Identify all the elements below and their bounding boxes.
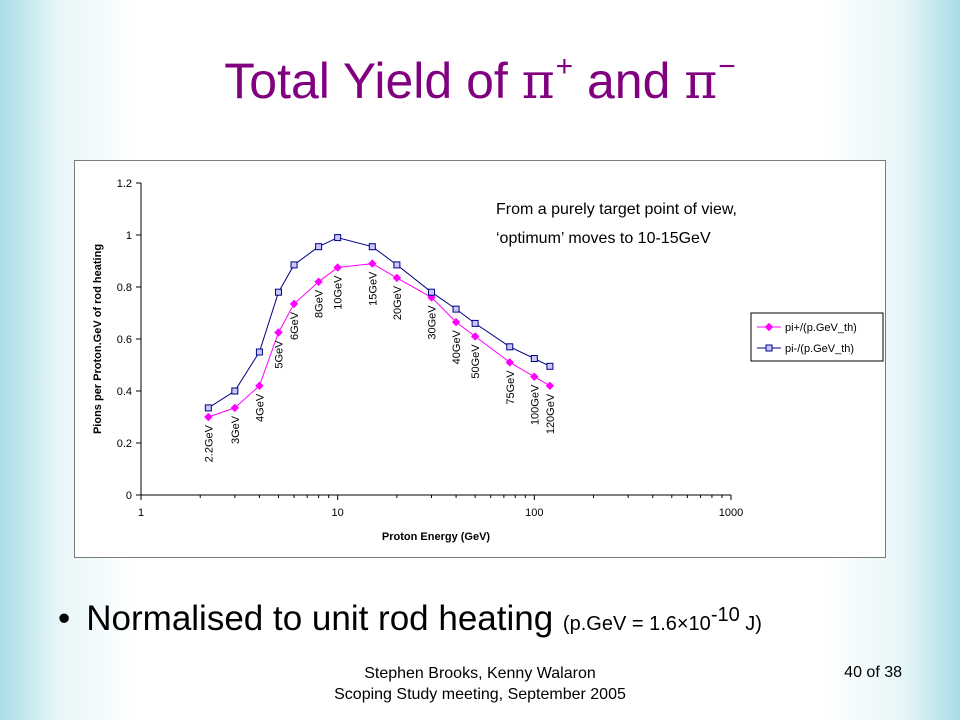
- series-point-2: [546, 362, 554, 370]
- series-point-1: [505, 358, 514, 367]
- point-label: 3GeV: [230, 415, 242, 444]
- y-axis-label: Pions per Proton.GeV of rod heating: [92, 244, 104, 434]
- y-tick-label: 0: [126, 490, 132, 502]
- legend-marker-1: [764, 322, 774, 332]
- annotation-box: [491, 191, 869, 255]
- y-tick-label: 0.2: [117, 438, 132, 450]
- series-point-2: [204, 404, 212, 412]
- y-tick-label: 1.2: [117, 178, 132, 190]
- legend-label-2: pi-/(p.GeV_th): [785, 343, 854, 355]
- slide-number: 40 of 38: [844, 664, 902, 681]
- point-label: 120GeV: [545, 393, 557, 434]
- point-label: 6GeV: [289, 311, 301, 340]
- point-label: 8GeV: [314, 289, 326, 318]
- x-axis-label: Proton Energy (GeV): [382, 531, 491, 543]
- series-point-2: [506, 343, 514, 351]
- series-point-2: [290, 261, 298, 269]
- annotation-line-2: ‘optimum’ moves to 10-15GeV: [496, 230, 711, 247]
- bullet-small-pre: (p.GeV = 1.6×10: [562, 613, 711, 635]
- series-point-1: [392, 273, 402, 283]
- point-label: 20GeV: [392, 285, 404, 320]
- series-point-2: [334, 234, 342, 242]
- series-point-2: [231, 387, 239, 395]
- series-point-1: [530, 372, 539, 381]
- point-label: 40GeV: [451, 329, 463, 364]
- yield-chart: 0 0.2 0.4 0.6 0.8 1 1.2 1 10 100 1000 Proton Energy…: [92, 178, 884, 543]
- annotation-line-1: From a purely target point of view,: [496, 201, 737, 218]
- title-pi-minus: π: [684, 52, 718, 110]
- title-and: and: [573, 53, 685, 109]
- x-tick-label: 100: [525, 507, 543, 519]
- x-tick-label: 10: [332, 507, 344, 519]
- series-point-2: [393, 261, 401, 269]
- series-point-1: [333, 263, 342, 272]
- series-point-2: [368, 243, 376, 251]
- series-point-2: [530, 355, 538, 362]
- series-point-1: [289, 299, 299, 309]
- bullet-small-exp: -10: [710, 604, 740, 626]
- point-label: 75GeV: [505, 370, 517, 405]
- series-point-1: [274, 328, 283, 337]
- x-tick-label: 1000: [719, 507, 743, 519]
- point-label: 10GeV: [333, 275, 345, 310]
- y-tick-label: 1: [126, 230, 132, 242]
- series-point-1: [545, 381, 555, 391]
- chart-container: 0 0.2 0.4 0.6 0.8 1 1.2 1 10 100 1000 Proton Energy…: [74, 160, 886, 558]
- series-point-2: [274, 288, 282, 296]
- y-tick-label: 0.4: [117, 386, 132, 398]
- series-point-1: [314, 277, 323, 287]
- legend-marker-2: [765, 344, 773, 352]
- series-point-1: [451, 317, 461, 327]
- bullet-small-post: J): [739, 613, 762, 635]
- series-point-1: [255, 381, 264, 391]
- point-label: 15GeV: [367, 271, 379, 306]
- footer-authors: Stephen Brooks, Kenny Walaron: [364, 665, 596, 682]
- x-tick-label: 1: [138, 507, 144, 519]
- series-point-1: [230, 403, 240, 413]
- title-text: Total Yield of: [224, 53, 522, 109]
- y-tick-label: 0.8: [117, 282, 132, 294]
- series-point-2: [428, 288, 436, 296]
- y-tick-label: 0.6: [117, 334, 132, 346]
- series-point-1: [204, 412, 213, 422]
- bullet-dot: •: [58, 599, 71, 638]
- point-label: 4GeV: [254, 393, 266, 422]
- point-label: 100GeV: [529, 384, 541, 425]
- bullet-normalised: • Normalised to unit rod heating (p.GeV =…: [58, 598, 948, 640]
- title-minus-sign: −: [718, 50, 736, 83]
- title-plus-sign: +: [555, 50, 574, 83]
- point-label: 5GeV: [274, 340, 286, 369]
- series-point-2: [255, 348, 263, 356]
- footer-meeting: Scoping Study meeting, September 2005: [334, 685, 626, 703]
- bullet-main-text: Normalised to unit rod heating: [86, 599, 563, 638]
- point-label: 30GeV: [427, 305, 439, 340]
- title-pi-plus: π: [521, 52, 555, 110]
- legend-box: [750, 312, 884, 362]
- series-point-2: [471, 319, 479, 327]
- footer: Stephen Brooks, Kenny Walaron Scoping St…: [280, 664, 680, 706]
- point-label: 50GeV: [470, 344, 482, 379]
- series-point-1: [368, 259, 377, 268]
- series-point-2: [315, 243, 323, 251]
- series-point-1: [470, 332, 480, 341]
- series-point-2: [452, 305, 460, 313]
- point-label: 2.2GeV: [203, 424, 215, 462]
- legend-label-1: pi+/(p.GeV_th): [785, 322, 857, 334]
- slide-title: Total Yield of π+ and π−: [0, 50, 960, 109]
